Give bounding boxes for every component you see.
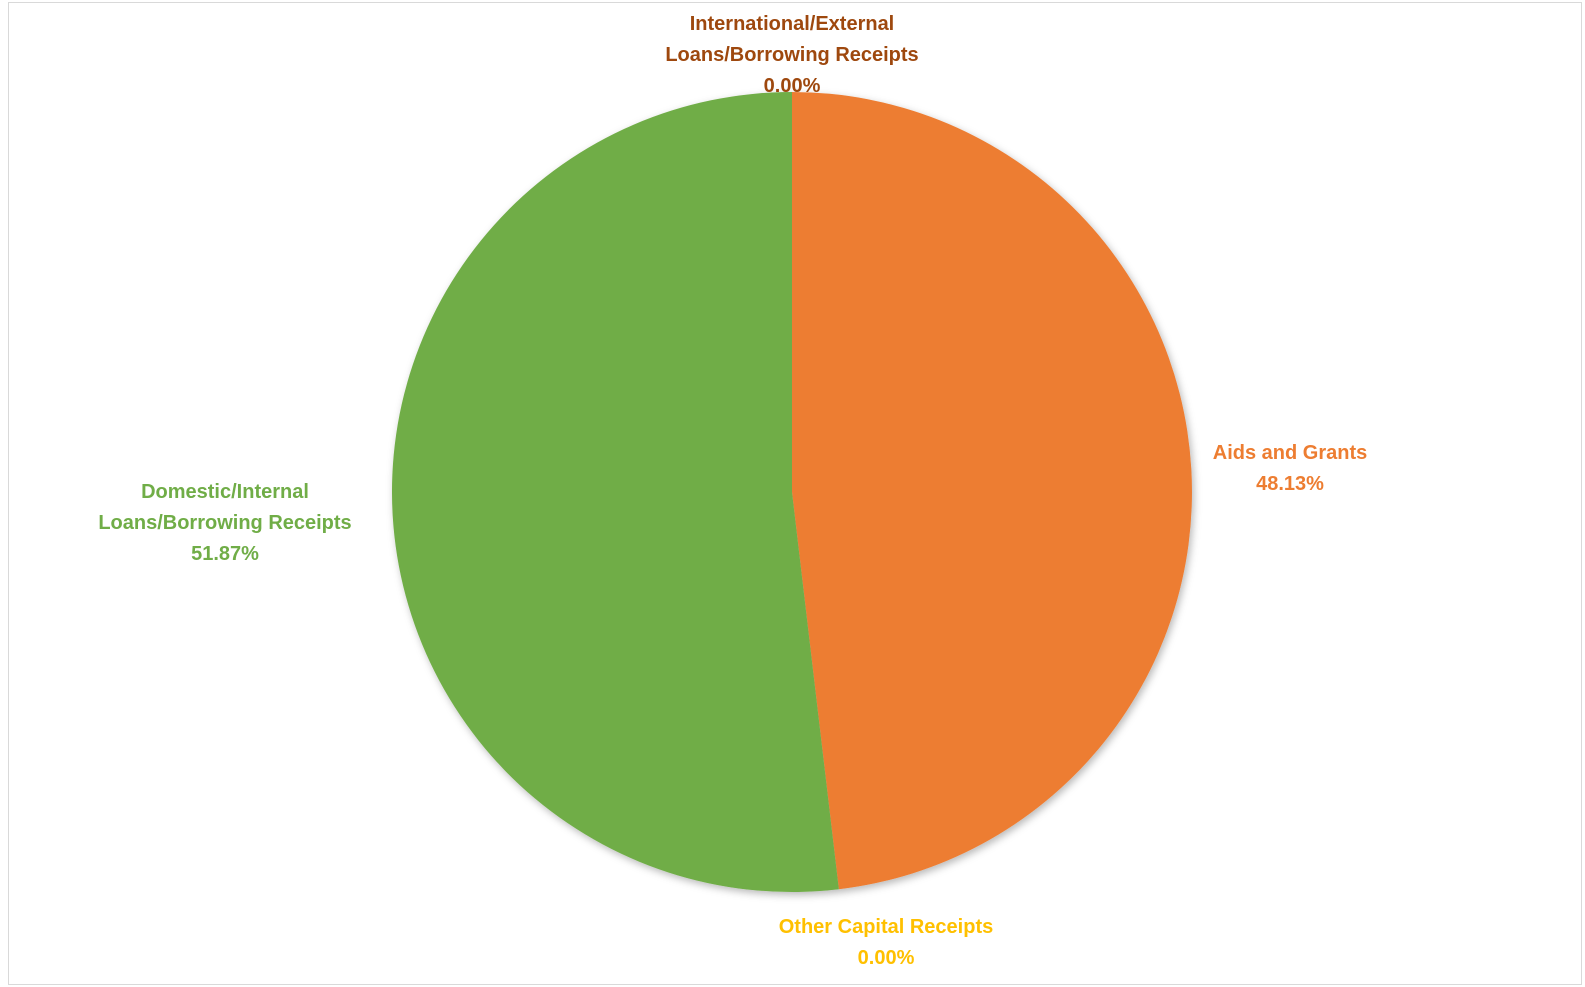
data-label-category: Aids and Grants bbox=[1213, 442, 1367, 464]
data-label-aids-and-grants: Aids and Grants 48.13% bbox=[1213, 442, 1367, 495]
data-label-value: 0.00% bbox=[764, 75, 821, 97]
data-label-category: Loans/Borrowing Receipts bbox=[98, 512, 351, 534]
data-label-category: Other Capital Receipts bbox=[779, 916, 994, 938]
data-label-international-external-loans-borrowing-receipts: International/External Loans/Borrowing Re… bbox=[665, 13, 918, 97]
pie-labels: Aids and Grants 48.13% Other Capital Recei… bbox=[98, 13, 1367, 969]
data-label-value: 0.00% bbox=[858, 947, 915, 969]
data-label-other-capital-receipts: Other Capital Receipts 0.00% bbox=[779, 916, 994, 969]
data-label-value: 48.13% bbox=[1256, 473, 1324, 495]
data-label-category: International/External bbox=[690, 13, 895, 35]
slice-domestic-internal-loans-borrowing-receipts bbox=[391, 92, 839, 893]
data-label-domestic-internal-loans-borrowing-receipts: Domestic/Internal Loans/Borrowing Receipt… bbox=[98, 481, 351, 565]
data-label-value: 51.87% bbox=[191, 543, 259, 565]
data-label-category: Loans/Borrowing Receipts bbox=[665, 44, 918, 66]
data-label-category: Domestic/Internal bbox=[141, 481, 309, 503]
slice-aids-and-grants bbox=[792, 92, 1192, 890]
pie-slices bbox=[391, 92, 1192, 893]
